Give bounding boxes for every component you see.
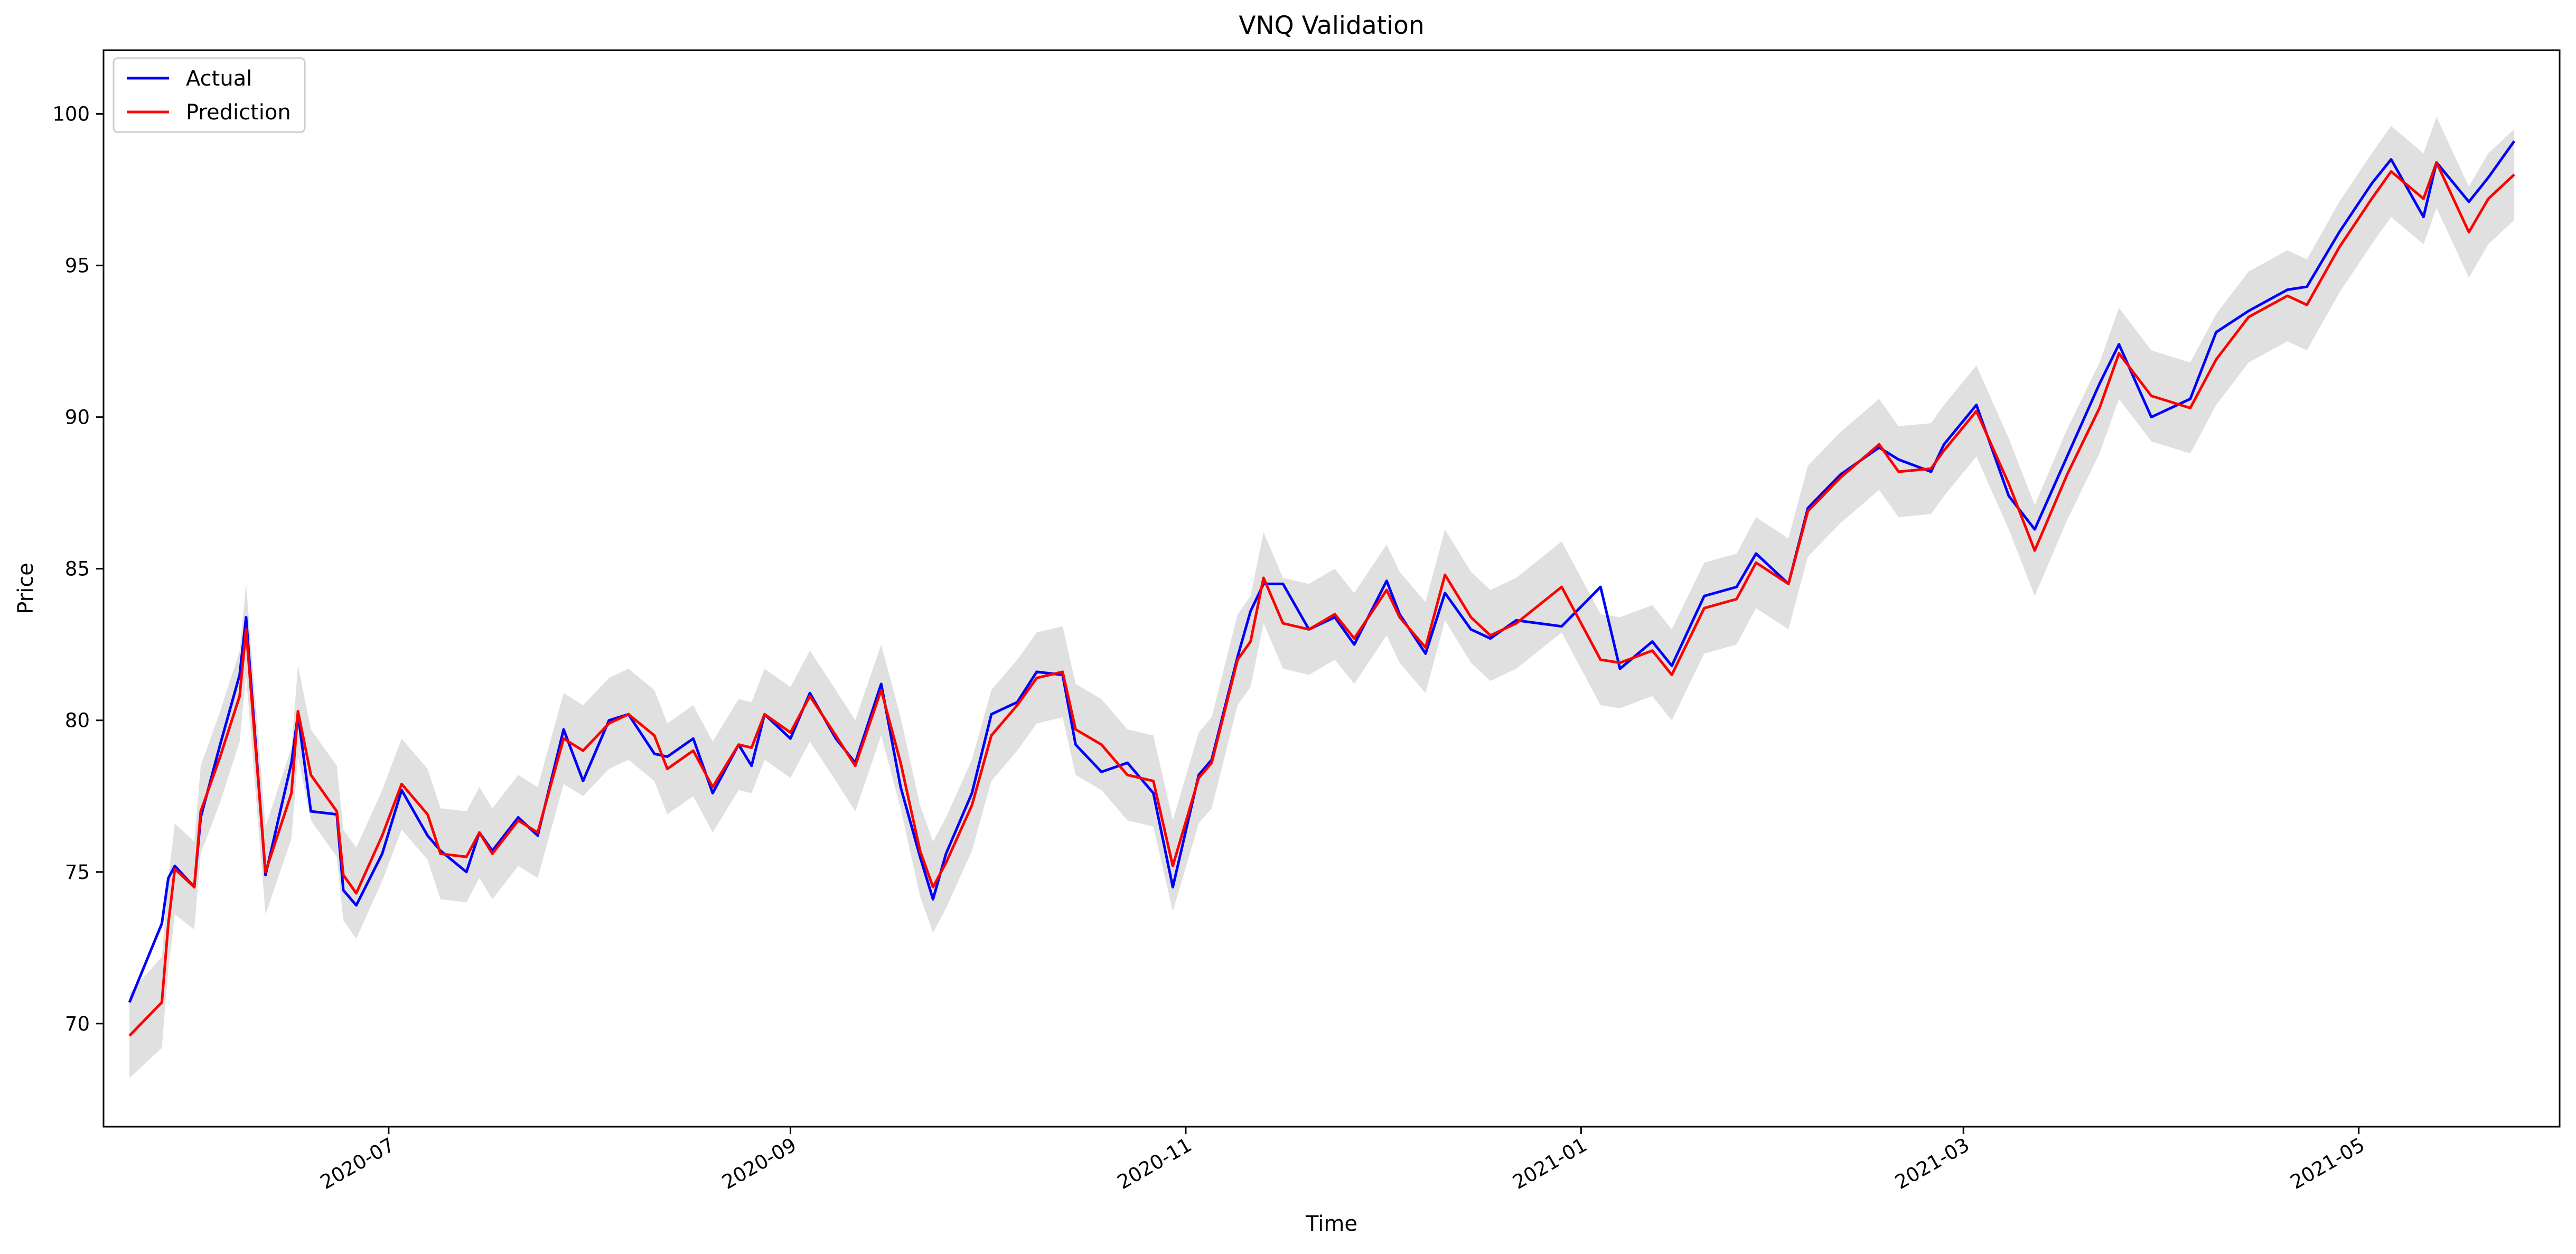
y-tick-label: 95: [65, 255, 90, 277]
x-axis-label: Time: [1305, 1212, 1357, 1236]
y-tick-label: 75: [65, 861, 90, 884]
plot-area: [128, 117, 2516, 1079]
legend-label-prediction: Prediction: [186, 100, 291, 125]
y-axis-label: Price: [14, 563, 38, 614]
y-tick-label: 85: [65, 558, 90, 581]
legend-box: [113, 57, 306, 133]
prediction-interval-band: [129, 117, 2515, 1079]
series-line-prediction: [128, 161, 2515, 1037]
y-tick-label: 70: [65, 1013, 90, 1035]
legend-label-actual: Actual: [186, 67, 252, 91]
y-tick-label: 100: [52, 103, 90, 126]
axes-frame: [102, 49, 2561, 1128]
y-axis: 70 75 80 85 90 95 100: [52, 103, 104, 1035]
legend: Actual Prediction: [113, 57, 306, 133]
series-layer: [128, 140, 2516, 1037]
chart-title: VNQ Validation: [1239, 11, 1424, 40]
y-tick-label: 80: [65, 709, 90, 732]
y-tick-label: 90: [65, 406, 90, 429]
